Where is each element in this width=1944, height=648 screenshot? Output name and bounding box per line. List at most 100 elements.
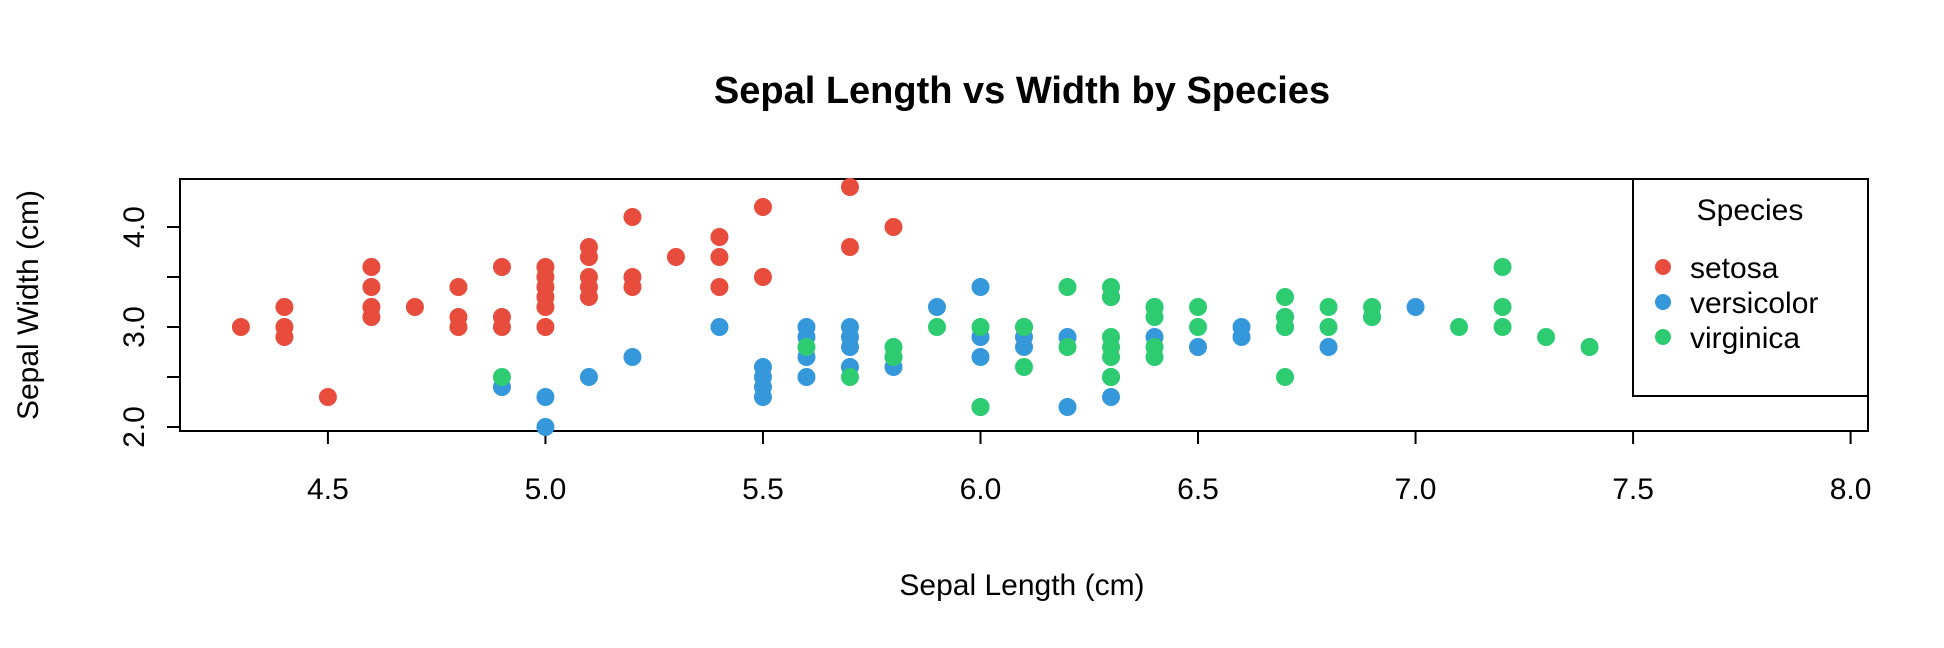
versicolor-point [971, 278, 990, 296]
legend-label-setosa: setosa [1690, 252, 1779, 285]
chart-title: Sepal Length vs Width by Species [714, 70, 1330, 112]
virginica-point [1493, 298, 1512, 316]
x-tick-label: 6.5 [1177, 473, 1219, 506]
setosa-point [275, 318, 294, 336]
virginica-point [1537, 328, 1556, 346]
versicolor-point [1102, 388, 1121, 406]
virginica-point [1363, 298, 1382, 316]
virginica-point [884, 338, 903, 356]
versicolor-point [536, 418, 555, 436]
x-tick-label: 5.5 [742, 473, 784, 506]
y-tick-label: 2.0 [118, 406, 151, 448]
y-axis-label: Sepal Width (cm) [12, 190, 45, 420]
x-tick-label: 4.5 [307, 473, 349, 506]
versicolor-point [579, 368, 598, 386]
x-tick-label: 6.0 [960, 473, 1002, 506]
x-axis-label: Sepal Length (cm) [899, 569, 1144, 602]
setosa-point [492, 258, 511, 276]
setosa-point [710, 248, 729, 266]
virginica-point [927, 318, 946, 336]
legend-label-virginica: virginica [1690, 322, 1800, 355]
virginica-point [1102, 328, 1121, 346]
versicolor-point [536, 388, 555, 406]
versicolor-point [840, 318, 859, 336]
legend-marker-virginica [1655, 329, 1671, 345]
data-points [231, 178, 1599, 436]
versicolor-point [797, 368, 816, 386]
legend-marker-setosa [1655, 259, 1671, 275]
versicolor-point [1189, 338, 1208, 356]
setosa-point [579, 268, 598, 286]
versicolor-point [1406, 298, 1425, 316]
virginica-point [1319, 318, 1338, 336]
setosa-point [884, 218, 903, 236]
virginica-point [840, 368, 859, 386]
x-tick-label: 7.5 [1612, 473, 1654, 506]
x-tick-label: 8.0 [1830, 473, 1872, 506]
virginica-point [1493, 318, 1512, 336]
virginica-point [1276, 308, 1295, 326]
virginica-point [1015, 358, 1033, 376]
legend-label-versicolor: versicolor [1690, 287, 1818, 320]
virginica-point [971, 318, 990, 336]
x-tick-label: 7.0 [1395, 473, 1437, 506]
legend-box [1632, 178, 1869, 397]
versicolor-point [927, 298, 946, 316]
setosa-point [275, 298, 294, 316]
virginica-point [1015, 318, 1033, 336]
versicolor-point [1058, 398, 1077, 416]
y-tick-label: 4.0 [118, 206, 151, 248]
setosa-point [318, 388, 337, 406]
setosa-point [449, 308, 468, 326]
versicolor-point [797, 318, 816, 336]
setosa-point [666, 248, 685, 266]
virginica-point [1276, 368, 1295, 386]
legend-marker-versicolor [1655, 294, 1671, 310]
virginica-point [1145, 338, 1164, 356]
setosa-point [753, 198, 772, 216]
setosa-point [449, 278, 468, 296]
virginica-point [1319, 298, 1338, 316]
virginica-point [1189, 298, 1208, 316]
setosa-point [579, 238, 598, 256]
virginica-point [971, 398, 990, 416]
setosa-point [840, 178, 859, 196]
setosa-point [840, 238, 859, 256]
setosa-point [362, 258, 381, 276]
versicolor-point [1232, 318, 1251, 336]
virginica-point [1058, 338, 1077, 356]
virginica-point [1058, 278, 1077, 296]
virginica-point [1189, 318, 1208, 336]
setosa-point [710, 278, 729, 296]
x-axis: 4.5 5.0 5.5 6.0 6.5 7.0 7.5 8.0 [307, 430, 1872, 506]
virginica-point [1102, 368, 1121, 386]
setosa-point [492, 308, 511, 326]
virginica-point [1450, 318, 1469, 336]
setosa-point [231, 318, 250, 336]
setosa-point [753, 268, 772, 286]
virginica-point [492, 368, 511, 386]
virginica-point [1580, 338, 1599, 356]
y-axis: 2.0 3.0 4.0 [118, 206, 181, 448]
setosa-point [362, 278, 381, 296]
virginica-point [1102, 278, 1121, 296]
y-tick-label: 3.0 [118, 306, 151, 348]
versicolor-point [1319, 338, 1338, 356]
virginica-point [1145, 298, 1164, 316]
plot-frame [179, 178, 1869, 432]
setosa-point [362, 298, 381, 316]
versicolor-point [623, 348, 642, 366]
virginica-point [1493, 258, 1512, 276]
setosa-point [536, 258, 555, 276]
versicolor-point [710, 318, 729, 336]
setosa-point [405, 298, 424, 316]
versicolor-point [753, 358, 772, 376]
versicolor-point [971, 348, 990, 366]
setosa-point [623, 208, 642, 226]
setosa-point [623, 268, 642, 286]
legend-title: Species [1697, 194, 1804, 227]
